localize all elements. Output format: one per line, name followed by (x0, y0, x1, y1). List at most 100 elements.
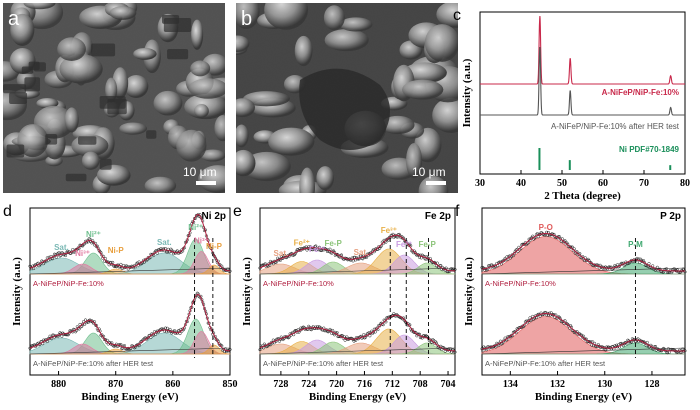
data-point (562, 240, 566, 244)
x-tick-label: 716 (357, 379, 372, 390)
x-tick-label: 880 (51, 379, 66, 390)
background-line (29, 347, 231, 355)
data-point (138, 341, 142, 345)
data-point (258, 266, 262, 270)
data-point (54, 255, 58, 259)
data-point (76, 326, 80, 330)
plot-frame (259, 207, 456, 376)
curve-label: A-NiFeP/NiP-Fe:10% (263, 279, 334, 288)
data-point (407, 243, 411, 248)
x-tick-label: 130 (597, 379, 612, 390)
x-tick-label: 870 (108, 379, 123, 390)
fit-component (260, 262, 456, 275)
x-axis-label: Binding Energy (eV) (81, 391, 179, 403)
x-tick-label: 30 (475, 178, 485, 189)
peak-annotation: Ni-P (206, 242, 223, 251)
panel-title: Ni 2p (202, 211, 226, 222)
data-point (516, 327, 520, 331)
peak-annotation: Ni²⁺ (188, 223, 203, 232)
xps-chart-e: 728 724 720 716 712 708 704 Binding Energy (eV)… (233, 203, 457, 403)
data-point (100, 253, 104, 257)
data-point (45, 339, 49, 344)
series-label: A-NiFeP/NiP-Fe:10% (602, 88, 679, 97)
data-point (336, 253, 340, 257)
x-tick-label: 712 (385, 379, 400, 390)
data-point (481, 349, 485, 353)
y-axis-label: Intensity (a.u.) (11, 257, 23, 326)
data-point (60, 334, 64, 338)
panel-letter-c: c (453, 7, 461, 24)
background-line (29, 267, 231, 275)
data-point (653, 344, 658, 349)
data-point (569, 246, 574, 250)
x-tick-label: 128 (644, 379, 659, 390)
y-axis-label: Intensity (a.u.) (463, 257, 475, 326)
data-point (102, 338, 107, 342)
x-axis-label: 2 Theta (degree) (544, 190, 621, 202)
x-tick-label: 132 (550, 379, 565, 390)
x-tick-label: 80 (680, 178, 690, 189)
data-point (286, 336, 290, 340)
fit-envelope (259, 234, 455, 272)
data-point (572, 330, 576, 335)
data-point (352, 339, 356, 343)
x-tick-label: 860 (165, 379, 180, 390)
data-point (312, 246, 316, 250)
data-point (42, 262, 46, 266)
xps-chart-d: 880 870 860 850 Binding Energy (eV) Intensity… (3, 203, 238, 403)
data-point (119, 262, 123, 266)
data-point (522, 242, 526, 246)
data-point (63, 254, 68, 258)
x-tick-label: 704 (441, 379, 456, 390)
peak-annotation: Fe-P (324, 239, 342, 248)
peak-annotation: Fe-P (418, 240, 436, 249)
x-tick-label: 50 (557, 178, 567, 189)
series-label: A-NiFeP/NiP-Fe:10% after HER test (551, 122, 680, 131)
curve-label: A-NiFeP/NiP-Fe:10% (33, 279, 104, 288)
x-tick-label: 720 (329, 379, 344, 390)
peak-annotation: P-M (628, 240, 643, 249)
curve-label: A-NiFeP/NiP-Fe:10% (485, 279, 556, 288)
background-line (259, 347, 456, 355)
data-point (163, 326, 168, 330)
x-tick-label: 134 (503, 379, 518, 390)
background-line (481, 267, 686, 275)
sem-image-b (236, 3, 458, 193)
fit-envelope (29, 293, 231, 352)
data-point (452, 351, 456, 355)
fit-envelope (481, 233, 685, 272)
x-axis-label: Binding Energy (eV) (309, 391, 407, 403)
peak-annotation: P-O (539, 223, 553, 232)
data-point (413, 250, 417, 255)
scale-label-b: 10 μm (412, 165, 446, 179)
data-point (665, 351, 670, 355)
data-point (48, 334, 52, 338)
data-point (392, 312, 396, 316)
data-point (383, 239, 387, 243)
fit-component (30, 344, 231, 355)
peak-annotation: Sat. (54, 243, 69, 252)
data-point (314, 244, 318, 248)
x-tick-label: 70 (639, 178, 649, 189)
data-point (682, 350, 686, 354)
x-axis-label: Binding Energy (eV) (535, 391, 633, 403)
plot-frame (481, 207, 686, 376)
fit-envelope (481, 313, 685, 352)
data-point (309, 328, 313, 332)
plot-frame (29, 207, 231, 376)
x-tick-label: 724 (301, 379, 316, 390)
series-label: Ni PDF#70-1849 (619, 145, 680, 154)
panel-letter-f: f (455, 203, 460, 220)
fit-component (482, 262, 685, 275)
panel-title: P 2p (660, 211, 681, 222)
peak-annotation: Fe³⁺ (381, 226, 397, 235)
scale-bar-b (426, 181, 446, 185)
x-tick-label: 708 (413, 379, 428, 390)
x-tick-label: 40 (516, 178, 526, 189)
data-point (585, 258, 589, 262)
data-point (362, 333, 366, 337)
scale-label-a: 10 μm (183, 165, 217, 179)
y-axis-label: Intensity (a.u.) (241, 257, 253, 326)
